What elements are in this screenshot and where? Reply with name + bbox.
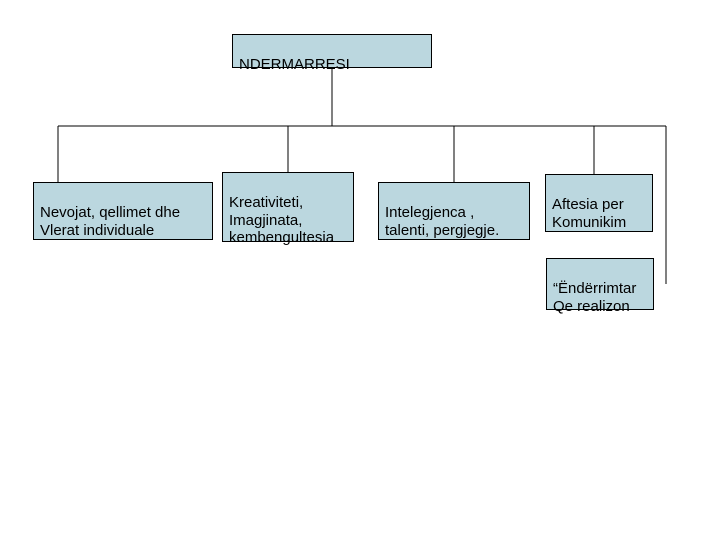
node-intelligence: Intelegjenca , talenti, pergjegje. (378, 182, 530, 240)
node-creativity: Kreativiteti, Imagjinata, kembengultesia (222, 172, 354, 242)
node-needs-goals-values-label: Nevojat, qellimet dhe Vlerat individuale (40, 204, 180, 238)
node-needs-goals-values: Nevojat, qellimet dhe Vlerat individuale (33, 182, 213, 240)
node-dreamer-label: “Ëndërrimtar Qe realizon (553, 280, 636, 314)
node-intelligence-label: Intelegjenca , talenti, pergjegje. (385, 204, 499, 238)
node-root-label: NDERMARRESI (239, 56, 350, 73)
node-creativity-label: Kreativiteti, Imagjinata, kembengultesia (229, 194, 334, 246)
node-communication-label: Aftesia per Komunikim (552, 196, 626, 230)
node-communication: Aftesia per Komunikim (545, 174, 653, 232)
node-root: NDERMARRESI (232, 34, 432, 68)
node-dreamer: “Ëndërrimtar Qe realizon (546, 258, 654, 310)
